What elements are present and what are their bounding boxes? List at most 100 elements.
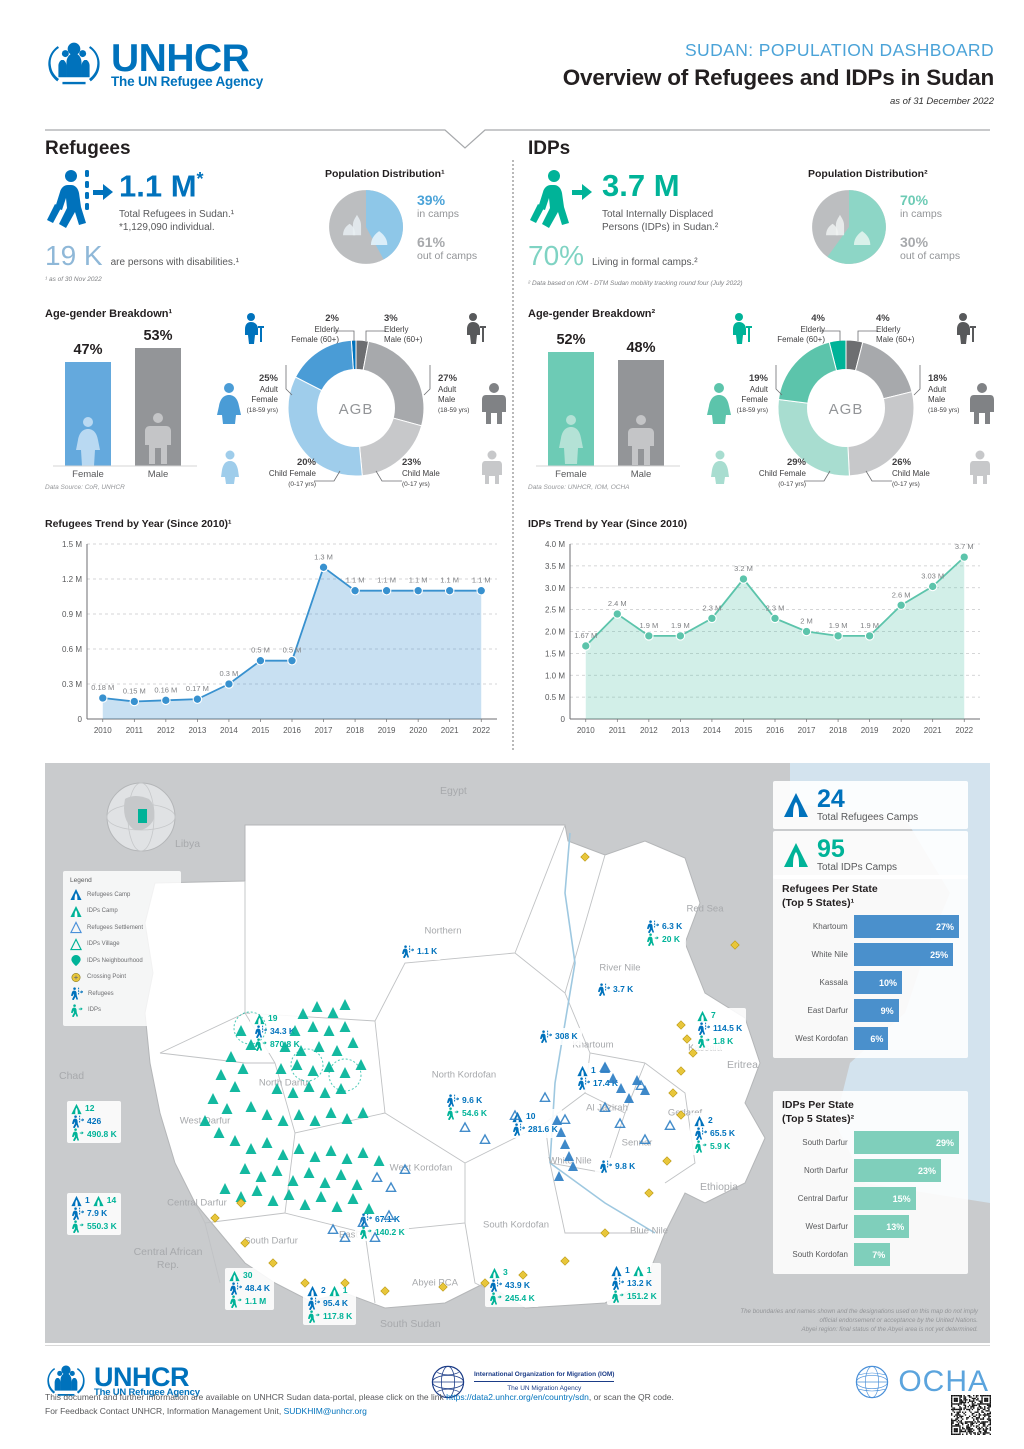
svg-text:1.2 M: 1.2 M [62, 575, 82, 584]
footer-unhcr-emblem-icon [47, 1365, 85, 1396]
map-data-chip[interactable]: 10 281.6 K [508, 1109, 562, 1138]
map-data-chip[interactable]: 7 114.5 K 1.8 K [693, 1008, 747, 1050]
map-state-label: River Nile [599, 962, 641, 974]
idps-per-state-title-1: IDPs Per State [782, 1099, 854, 1111]
qr-code[interactable] [951, 1395, 991, 1435]
header-titles: SUDAN: POPULATION DASHBOARD Overview of … [563, 40, 994, 107]
refugees-footnote: ¹ as of 30 Nov 2022 [45, 276, 102, 284]
map-data-chip[interactable]: 3.7 K [593, 981, 638, 998]
map-data-chip[interactable]: 9.8 K [595, 1158, 640, 1175]
idp-person-icon [646, 933, 659, 946]
refugee-camp-tent-icon [512, 1111, 523, 1123]
map-state-label: West Kordofan [389, 1162, 453, 1174]
total-refugee-camps-number: 24 [817, 785, 845, 813]
idps-per-state-card: IDPs Per State (Top 5 States)² South Dar… [773, 1091, 968, 1275]
map-chip-row: 1 14 [71, 1195, 117, 1207]
refugee-person-icon [70, 987, 83, 1000]
svg-text:2014: 2014 [220, 726, 238, 735]
map-data-chip[interactable]: 3 43.9 K 245.4 K [485, 1265, 539, 1307]
state-name: West Kordofan [795, 1034, 848, 1044]
sudan-map[interactable]: Egypt Libya Chad Central African Rep. So… [45, 763, 990, 1343]
map-label-car: Central African Rep. [133, 1246, 203, 1272]
refugee-person-icon [577, 1077, 590, 1090]
refugees-total-value: 1.1 M* [119, 168, 204, 204]
map-chip-row: 550.3 K [71, 1220, 117, 1233]
legend-label: IDPs Neighbourhood [87, 957, 143, 964]
legend-label: Refugees [88, 990, 114, 997]
map-data-chip[interactable]: 308 K [535, 1028, 582, 1045]
refugee-person-icon [599, 1160, 612, 1173]
state-bar: 29% [853, 1131, 959, 1155]
idp-person-icon [359, 1226, 372, 1239]
svg-text:1.9 M: 1.9 M [829, 621, 848, 630]
page-footer: UNHCR The UN Refugee Agency Internationa… [0, 1352, 1024, 1449]
refugees-adult-female-callout: 25% Adult Female (18-59 yrs) [246, 373, 278, 414]
map-data-chip[interactable]: 19 34.3 K 870.8 K [250, 1011, 304, 1053]
legend-row: Refugees [70, 987, 174, 1000]
map-chip-row: 114.5 K [697, 1022, 742, 1035]
map-chip-row: 7.9 K [71, 1207, 117, 1220]
map-data-chip[interactable]: 1 1 13.2 K 151.2 K [607, 1263, 661, 1305]
map-data-chip[interactable]: 1 14 7.9 K 550.3 K [67, 1193, 121, 1235]
svg-text:2015: 2015 [252, 726, 270, 735]
state-name: South Kordofan [792, 1250, 848, 1260]
refugee-camp-tent-icon [694, 1115, 705, 1127]
state-bar: 13% [854, 1215, 910, 1239]
refugees-agb-donut: AGB [285, 330, 431, 482]
state-bar: 23% [854, 1159, 941, 1183]
map-chip-row: 9.6 K [446, 1094, 487, 1107]
refugees-donut-center-label: AGB [339, 401, 374, 418]
map-data-chip[interactable]: 2 1 95.4 K 117.8 K [303, 1283, 357, 1325]
state-bar-row: South Kordofan 7% [782, 1243, 959, 1267]
map-data-chip[interactable]: 2 65.5 K 5.9 K [690, 1113, 740, 1155]
idp-person-icon [489, 1292, 502, 1305]
map-chip-row: 426 [71, 1115, 117, 1128]
map-chip-row: 20 K [646, 933, 682, 946]
map-state-label: Red Sea [686, 903, 724, 915]
svg-text:0.5 M: 0.5 M [283, 646, 302, 655]
feedback-email-link[interactable]: SUDKHIM@unhcr.org [283, 1406, 367, 1417]
idps-agb-title: Age-gender Breakdown² [528, 308, 656, 320]
map-data-chip[interactable]: 9.6 K 54.6 K [442, 1092, 492, 1122]
map-data-chip[interactable]: 6.3 K 20 K [642, 918, 687, 948]
iom-line-1: International Organization for Migration… [474, 1371, 615, 1379]
svg-text:0.5 M: 0.5 M [251, 646, 270, 655]
refugee-person-icon [697, 1022, 710, 1035]
map-chip-row: 3 [489, 1267, 535, 1279]
map-data-chip[interactable]: 30 48.4 K 1.1 M [225, 1268, 275, 1310]
map-chip-row: 308 K [539, 1030, 578, 1043]
map-label-chad: Chad [59, 1070, 85, 1082]
map-data-chip[interactable]: 67.1 K 140.2 K [355, 1211, 409, 1241]
unhcr-emblem-icon [48, 42, 100, 85]
legend-row: Refugees Settlement [70, 921, 174, 934]
idps-population-distribution: Population Distribution² 70% in camps 30… [808, 168, 960, 268]
footer-text-b: , or scan the QR code. [588, 1392, 674, 1402]
legend-label: Crossing Point [87, 974, 127, 980]
map-data-chip[interactable]: 12 426 490.8 K [67, 1101, 121, 1143]
iom-line-2: The UN Migration Agency [474, 1380, 615, 1394]
refugee-person-icon [401, 945, 414, 958]
map-disclaimer: The boundaries and names shown and the d… [740, 1308, 978, 1334]
idps-elderly-male-figure-icon [957, 313, 976, 344]
map-chip-row: 490.8 K [71, 1128, 117, 1141]
idp-camp-tent-icon [489, 1267, 500, 1279]
data-portal-link[interactable]: https://data2.unhcr.org/en/country/sdn [446, 1392, 589, 1402]
idp-person-icon [446, 1107, 459, 1120]
map-chip-row: 10 [512, 1111, 558, 1123]
map-data-chip[interactable]: 1.1 K [397, 943, 442, 960]
state-name: West Darfur [805, 1222, 848, 1232]
legend-label: IDPs [88, 1007, 102, 1013]
footer-text: This document and further information ar… [45, 1390, 945, 1419]
legend-row: IDPs Village [70, 937, 174, 951]
map-chip-row: 9.8 K [599, 1160, 635, 1173]
state-bar: 7% [854, 1243, 891, 1267]
elderly-male-figure-icon [467, 313, 486, 344]
map-label-ethiopia: Ethiopia [700, 1181, 738, 1193]
state-bar: 9% [854, 999, 899, 1023]
idps-elderly-female-callout: 4% Elderly Female (60+) [777, 313, 825, 344]
adult-male-figure-icon [482, 383, 506, 424]
svg-text:0.5 M: 0.5 M [545, 693, 565, 702]
svg-text:2.0 M: 2.0 M [545, 628, 565, 637]
map-chip-row: 870.8 K [254, 1038, 300, 1051]
map-data-chip[interactable]: 1 17.4 K [573, 1063, 623, 1092]
